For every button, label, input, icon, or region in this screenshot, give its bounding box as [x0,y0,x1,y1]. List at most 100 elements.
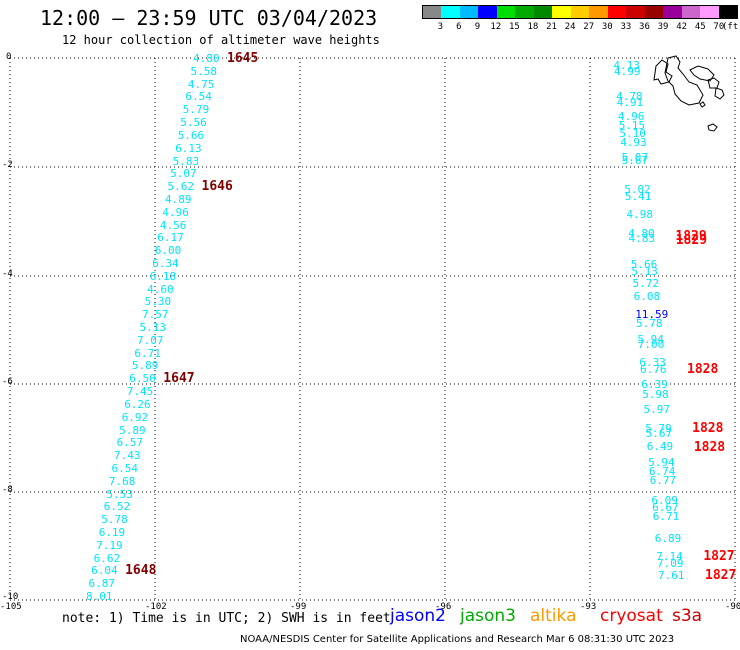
island-coastline-7 [699,101,706,108]
legend-swatch [644,6,664,18]
island-coastline-2 [664,55,704,106]
swh-value: 6.19 [98,526,126,539]
grid-lines [9,57,736,601]
island-coastline-3 [689,65,715,82]
swh-value: 7.43 [114,449,141,463]
y-tick-label: -8 [2,485,13,495]
time-label: 1648 [125,563,157,579]
swh-value: 5.13 [139,321,167,334]
satellite-name: s3a [672,606,703,626]
swh-value: 4.98 [626,208,654,221]
swh-value: 5.07 [621,151,649,164]
time-label: 1647 [163,371,195,387]
swh-value: 6.54 [185,90,212,104]
swh-value: 7.61 [658,569,685,582]
swh-value: 6.13 [175,141,202,155]
swh-value: 5.83 [172,154,200,168]
x-tick-label: -105 [0,602,22,612]
swh-value: 6.26 [124,397,151,411]
swh-value: 5.41 [624,190,652,203]
legend-unit: (ft) [722,22,740,32]
legend-label: 21 [546,22,557,32]
legend-swatch [552,6,571,18]
swh-value: 5.89 [131,359,159,373]
legend-swatch [607,6,627,18]
swh-value: 5.30 [144,295,172,309]
swh-value: 6.09 [651,494,678,507]
swh-value: 5.89 [119,423,146,437]
island-coastline-5 [714,87,725,100]
swh-value: 11.59 [635,308,669,321]
island-coastline-4 [707,77,720,89]
swh-value: 5.78 [101,513,128,527]
swh-value: 6.17 [157,231,184,245]
x-tick-label: -99 [290,602,307,612]
swh-value: 5.10 [619,127,646,140]
swh-value: 6.92 [121,410,149,424]
legend-swatch [459,6,479,18]
swh-value: 5.98 [642,388,669,401]
satellite-name: jason3 [460,606,516,626]
swh-value: 6.77 [649,474,677,487]
swh-value: 5.02 [624,183,651,196]
legend-label: 12 [490,22,502,32]
swh-value: 6.71 [652,510,680,523]
legend-label: 18 [527,22,539,32]
legend-label: 30 [601,22,613,32]
swh-value: 4.91 [616,96,644,109]
coastline [653,55,725,132]
map-title: 12:00 – 23:59 UTC 03/04/2023 [40,6,378,30]
swh-value: 6.18 [149,269,177,283]
swh-value: 6.50 [129,372,156,386]
swh-value: 4.80 [193,52,220,65]
swh-value: 6.76 [640,363,667,376]
legend-swatch [441,6,460,18]
swh-value: 6.89 [654,532,682,545]
swh-value: 5.67 [621,154,649,167]
swh-value: 7.09 [657,557,684,570]
swh-value: 6.71 [134,346,161,360]
swh-value: 5.15 [618,119,646,132]
x-tick-label: -102 [145,602,167,612]
legend-label: 70 [713,22,725,32]
y-tick-label: -6 [2,377,13,387]
swh-value: 4.60 [147,282,174,296]
legend-swatch [533,6,553,18]
swh-value: 5.66 [630,258,658,271]
legend-swatches [422,5,738,19]
swh-value: 7.45 [126,385,154,398]
swh-value: 7.07 [137,333,164,347]
legend-label: 33 [620,22,632,32]
swh-value: 5.53 [106,487,133,501]
swh-value: 6.52 [103,500,131,514]
legend-swatch [700,6,719,18]
y-tick-label: -2 [2,160,13,170]
time-label: 1827 [703,549,735,564]
swh-value: 5.56 [180,116,207,129]
legend-swatch [423,6,442,18]
swh-value: 6.62 [93,551,121,565]
legend-label: 45 [694,22,706,32]
legend-label: 9 [474,22,481,32]
legend-swatch [681,6,701,18]
swh-value: 6.33 [639,356,666,369]
legend-swatch [570,6,590,18]
swh-value: 5.67 [645,427,673,440]
legend-label: 36 [639,22,650,32]
swh-value: 6.00 [154,244,182,258]
swh-value: 4.96 [162,205,189,219]
swh-value: 7.00 [637,338,665,351]
swh-value: 6.08 [633,290,661,303]
legend-swatch [478,6,497,18]
legend-swatch [663,6,682,18]
swh-value: 4.83 [628,232,656,245]
y-tick-label: -4 [2,269,13,279]
time-label: 1829 [675,233,708,248]
swh-value: 4.78 [616,90,643,103]
satellite-name: cryosat [600,606,663,626]
legend-swatch [589,6,608,18]
legend-label: 27 [583,22,595,32]
